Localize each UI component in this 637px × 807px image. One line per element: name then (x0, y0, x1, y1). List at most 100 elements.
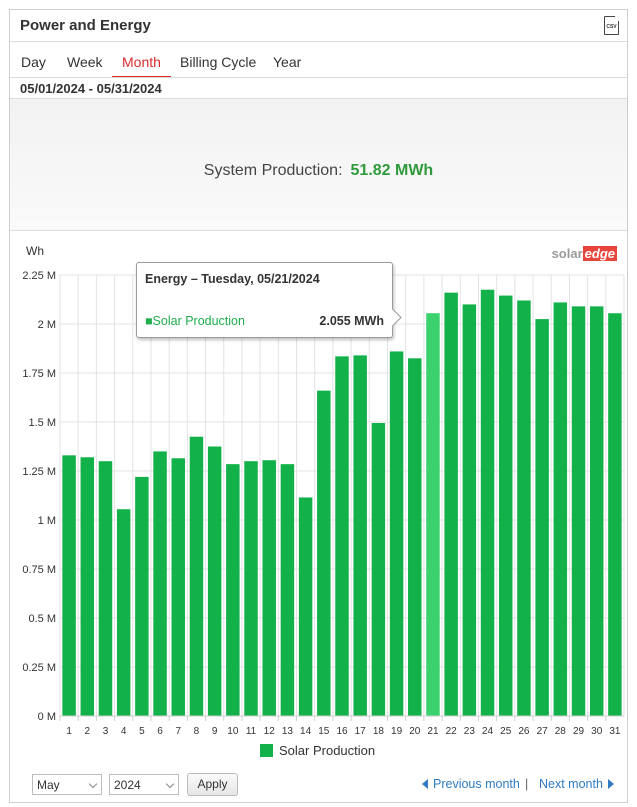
x-tick-label: 18 (373, 726, 385, 737)
x-tick-label: 5 (139, 726, 145, 737)
bar-day-13 (280, 464, 295, 716)
production-value: 51.82 MWh (350, 162, 434, 179)
tab-billing-cycle[interactable]: Billing Cycle (180, 54, 257, 70)
x-tick-label: 9 (212, 726, 218, 737)
production-summary: System Production: 51.82 MWh (10, 99, 627, 231)
production-label: System Production: (203, 162, 343, 179)
y-tick-label: 0.5 M (28, 613, 56, 625)
bar-day-6 (153, 451, 167, 716)
arrow-left-icon (422, 779, 428, 789)
x-tick-label: 11 (246, 726, 257, 737)
bar-day-14 (298, 497, 313, 716)
tooltip-value: 2.055 MWh (319, 314, 384, 328)
x-tick-label: 30 (591, 726, 603, 737)
csv-file-icon[interactable]: CSV (604, 15, 620, 35)
x-tick-label: 1 (66, 726, 72, 737)
bar-day-27 (535, 319, 549, 716)
previous-month-link[interactable]: Previous month (422, 777, 520, 791)
bar-day-11 (244, 461, 258, 716)
solaredge-logo: solar edge (551, 246, 617, 261)
x-tick-label: 19 (391, 726, 403, 737)
x-tick-label: 12 (264, 726, 276, 737)
period-tabs: Day Week Month Billing Cycle Year (10, 48, 627, 78)
tab-week[interactable]: Week (67, 54, 103, 70)
bar-day-10 (226, 464, 240, 716)
x-tick-label: 14 (300, 726, 312, 737)
date-range: 05/01/2024 - 05/31/2024 (10, 77, 627, 99)
x-tick-label: 23 (464, 726, 476, 737)
bar-day-31 (608, 313, 622, 716)
chart-tooltip: Energy – Tuesday, 05/21/2024 ■Solar Prod… (136, 262, 393, 338)
year-select[interactable]: 2024 (109, 774, 179, 795)
bar-day-20 (408, 358, 422, 716)
chevron-down-icon (165, 779, 175, 789)
bar-day-9 (207, 446, 222, 716)
y-tick-label: 1 M (38, 515, 56, 527)
bar-day-18 (371, 422, 386, 716)
bar-day-29 (571, 306, 586, 716)
apply-button[interactable]: Apply (187, 773, 238, 796)
y-tick-label: 0 M (38, 711, 56, 723)
energy-bar-chart: Wh 0 M 0.25 M 0.5 M 0.75 M 1 M 1.25 M 1.5 M 1.75… (22, 244, 625, 737)
bar-day-1 (62, 455, 76, 716)
chevron-down-icon (88, 779, 98, 789)
x-tick-label: 31 (609, 726, 621, 737)
power-energy-widget: Power and Energy CSV Day Week Month Bill… (9, 9, 628, 803)
x-tick-label: 29 (573, 726, 585, 737)
bar-day-17 (353, 355, 367, 716)
x-tick-label: 8 (194, 726, 200, 737)
x-tick-label: 16 (336, 726, 348, 737)
y-tick-label: 0.75 M (22, 564, 56, 576)
x-tick-label: 28 (555, 726, 567, 737)
x-tick-label: 3 (103, 726, 109, 737)
year-select-value: 2024 (114, 778, 141, 792)
bar-day-2 (80, 457, 95, 716)
bar-day-3 (98, 461, 113, 716)
x-tick-label: 25 (500, 726, 512, 737)
bar-day-12 (262, 460, 276, 716)
bar-day-22 (444, 292, 458, 716)
y-tick-label: 1.5 M (28, 417, 56, 429)
bar-day-4 (116, 509, 131, 716)
x-tick-label: 21 (427, 726, 439, 737)
widget-title: Power and Energy (20, 17, 151, 34)
x-tick-label: 6 (157, 726, 163, 737)
y-tick-label: 0.25 M (22, 662, 56, 674)
legend-label: Solar Production (279, 743, 376, 758)
y-tick-label: 2.25 M (22, 270, 56, 282)
bar-day-23 (462, 304, 477, 716)
x-tick-label: 2 (85, 726, 91, 737)
bar-day-15 (317, 390, 331, 716)
tooltip-series: ■Solar Production (145, 314, 245, 328)
bar-day-16 (335, 356, 349, 716)
tab-day[interactable]: Day (21, 54, 46, 70)
bar-day-21 (426, 313, 440, 716)
chart-legend[interactable]: Solar Production (260, 743, 375, 758)
tooltip-title: Energy – Tuesday, 05/21/2024 (145, 272, 320, 286)
x-tick-label: 17 (355, 726, 367, 737)
x-tick-label: 7 (175, 726, 181, 737)
month-select-value: May (37, 778, 60, 792)
bar-day-28 (553, 302, 568, 716)
y-tick-label: 1.75 M (22, 368, 56, 380)
chart-controls: May 2024 Apply Previous month | Next mon… (10, 772, 627, 798)
next-month-link[interactable]: Next month (539, 777, 614, 791)
y-tick-label: 1.25 M (22, 466, 56, 478)
x-tick-label: 20 (409, 726, 421, 737)
bar-day-30 (589, 306, 604, 716)
y-tick-label: 2 M (38, 319, 56, 331)
bar-day-25 (499, 295, 513, 716)
bar-day-7 (171, 458, 185, 716)
tab-year[interactable]: Year (273, 54, 302, 70)
x-tick-label: 10 (227, 726, 239, 737)
x-tick-label: 24 (482, 726, 494, 737)
x-tick-label: 4 (121, 726, 127, 737)
x-tick-label: 26 (518, 726, 530, 737)
x-tick-label: 13 (282, 726, 294, 737)
x-tick-label: 15 (318, 726, 330, 737)
bar-day-5 (135, 476, 149, 716)
bar-day-24 (480, 289, 495, 716)
month-select[interactable]: May (32, 774, 102, 795)
widget-header: Power and Energy CSV (10, 10, 627, 42)
nav-separator: | (525, 777, 529, 791)
